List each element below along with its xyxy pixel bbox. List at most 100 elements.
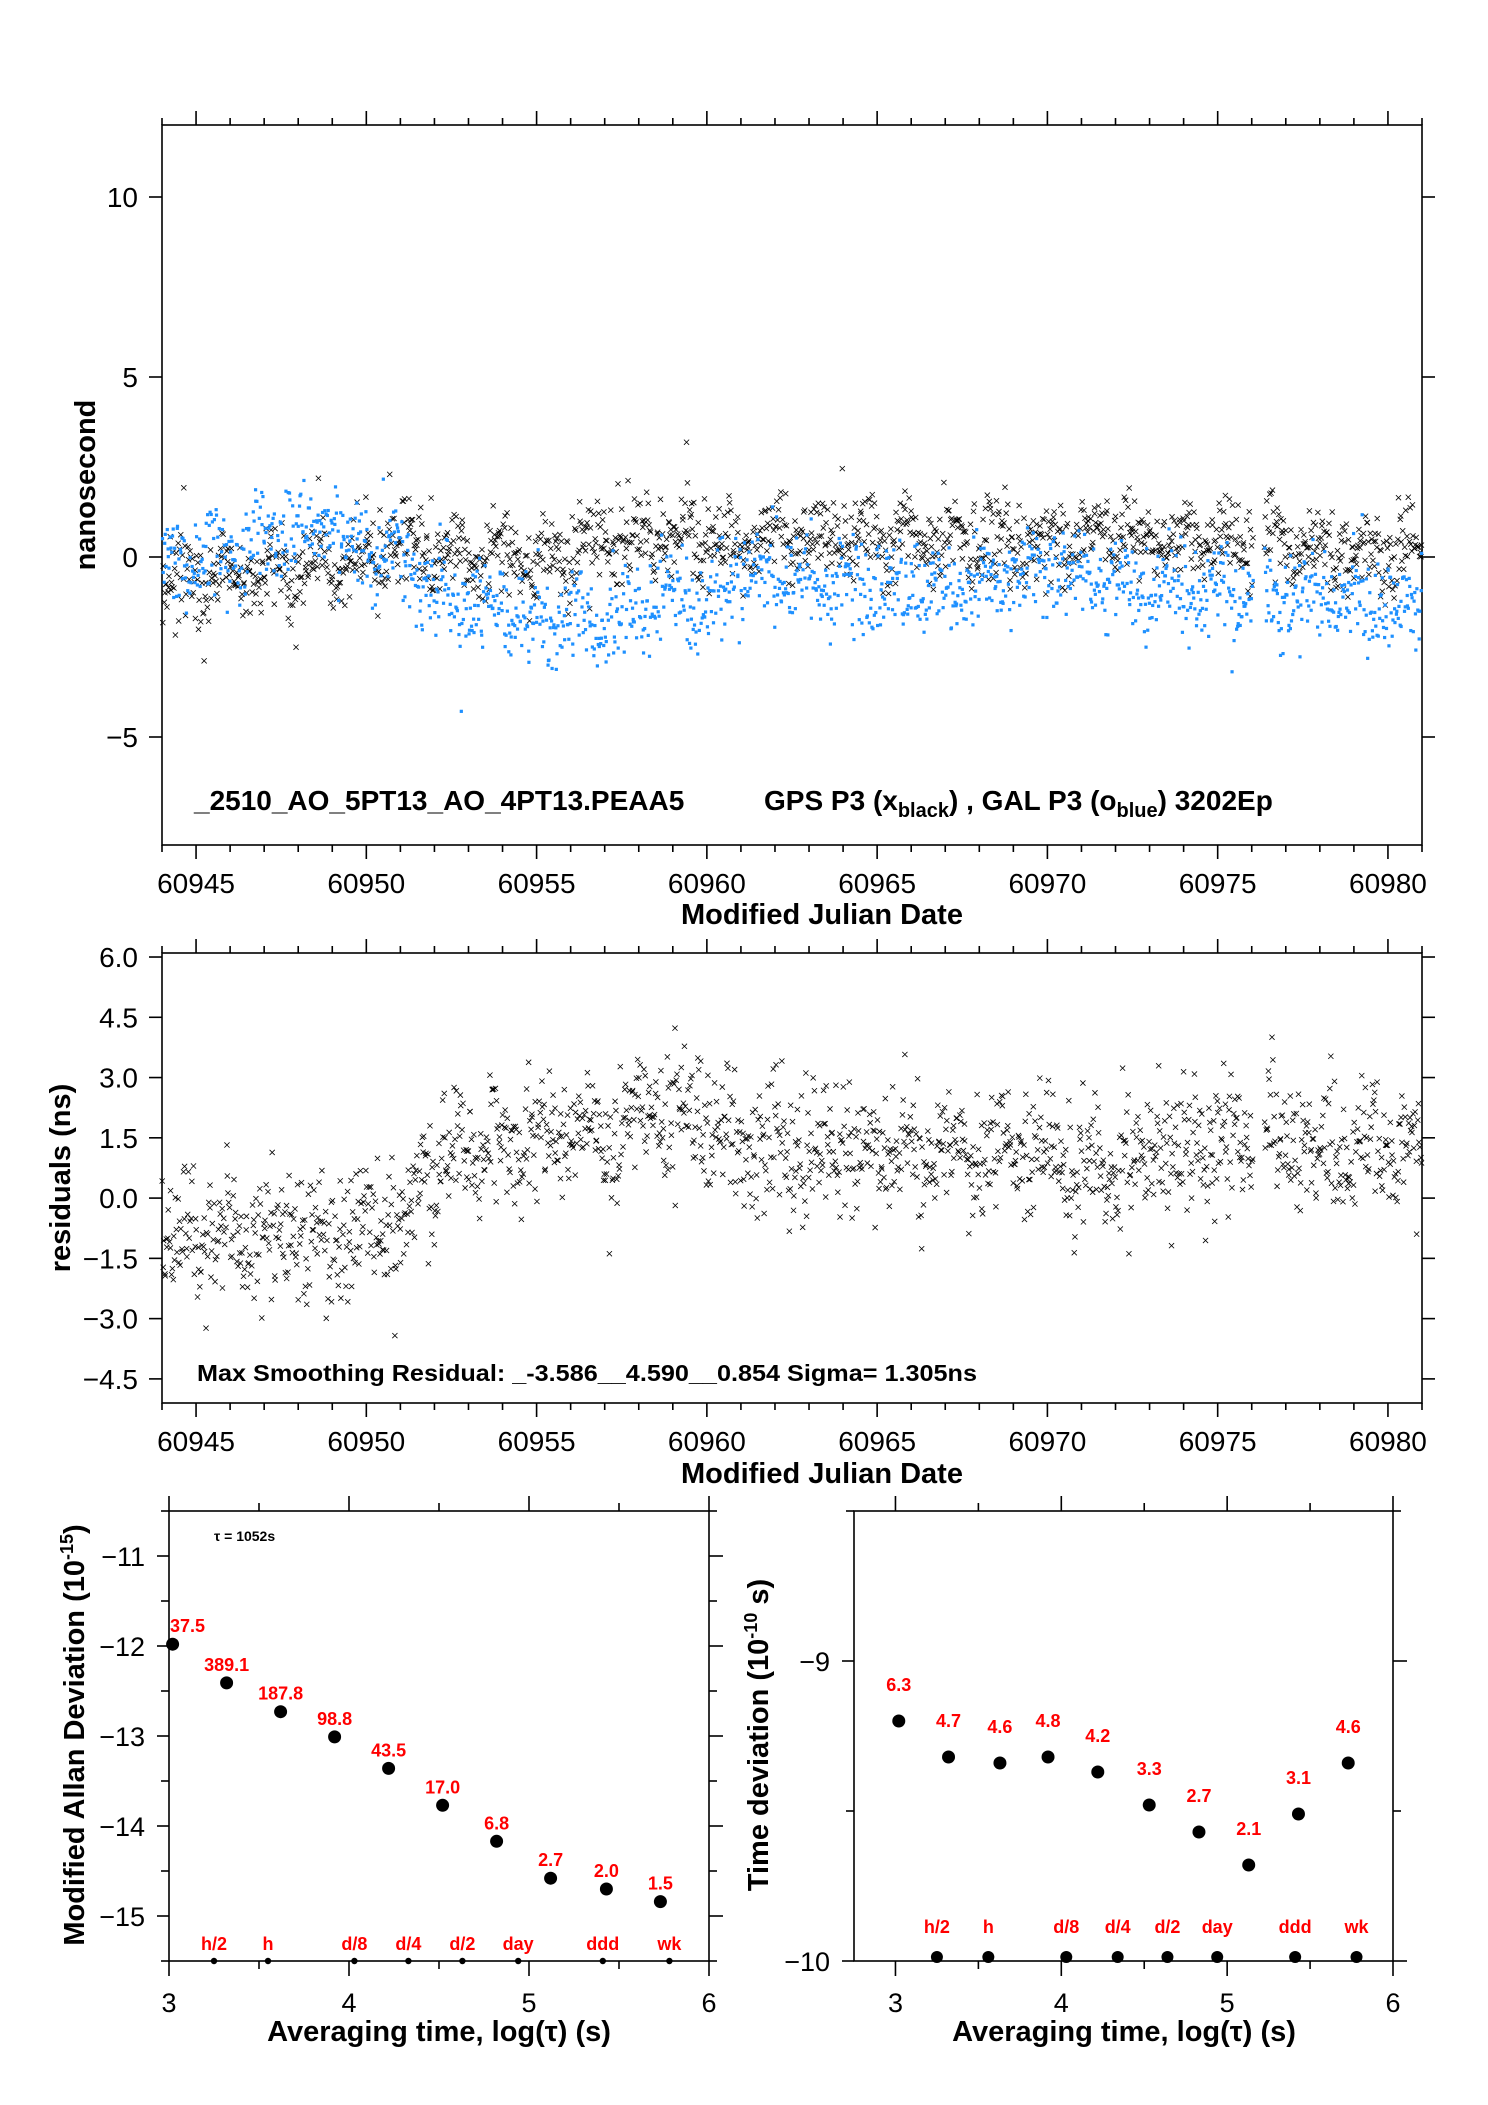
x-marker bbox=[275, 1235, 282, 1242]
dot-marker bbox=[383, 559, 387, 563]
x-marker bbox=[314, 1250, 321, 1257]
x-marker bbox=[299, 549, 306, 555]
dot-marker bbox=[312, 551, 317, 556]
x-marker bbox=[1129, 1164, 1135, 1171]
dot-marker bbox=[668, 583, 672, 587]
x-marker bbox=[417, 1141, 424, 1148]
x-marker bbox=[908, 1138, 915, 1145]
dot-marker bbox=[1177, 606, 1181, 610]
x-marker bbox=[1021, 515, 1027, 522]
dot-marker bbox=[845, 572, 849, 576]
x-marker bbox=[424, 1172, 431, 1178]
dot-marker bbox=[1394, 612, 1399, 616]
x-marker bbox=[442, 1167, 449, 1174]
x-marker bbox=[1292, 1157, 1298, 1164]
dot-marker bbox=[1103, 608, 1107, 612]
x-marker bbox=[587, 1128, 593, 1134]
x-marker bbox=[252, 573, 259, 580]
dot-marker bbox=[514, 606, 518, 610]
dot-marker bbox=[170, 550, 174, 554]
dot-marker bbox=[964, 617, 968, 621]
x-marker bbox=[665, 1166, 671, 1173]
dot-marker bbox=[366, 559, 370, 563]
x-marker bbox=[1267, 1091, 1274, 1098]
dot-marker bbox=[374, 572, 378, 576]
x-marker bbox=[622, 1081, 629, 1088]
dot-marker bbox=[167, 566, 171, 570]
dot-marker bbox=[612, 635, 616, 639]
x-marker bbox=[847, 1150, 854, 1157]
x-marker bbox=[946, 507, 952, 514]
x-marker bbox=[910, 530, 917, 537]
dot-marker bbox=[989, 565, 993, 569]
dot-marker bbox=[674, 622, 678, 627]
x-marker bbox=[613, 1176, 620, 1183]
x-marker bbox=[724, 533, 731, 540]
dot-marker bbox=[527, 649, 531, 653]
dot-marker bbox=[731, 587, 736, 591]
x-marker bbox=[757, 1113, 764, 1120]
x-marker bbox=[1216, 1105, 1223, 1112]
x-marker bbox=[735, 1117, 741, 1123]
dot-marker bbox=[995, 574, 999, 579]
x-marker bbox=[1242, 560, 1248, 567]
x-marker bbox=[1307, 1148, 1314, 1155]
x-marker bbox=[1128, 1204, 1135, 1211]
dot-marker bbox=[482, 599, 486, 603]
x-marker bbox=[1294, 543, 1301, 550]
legend-end: ) 3202Ep bbox=[1158, 785, 1273, 816]
x-marker bbox=[593, 540, 599, 546]
x-marker bbox=[628, 1104, 635, 1111]
x-marker bbox=[941, 479, 947, 486]
dot-marker bbox=[848, 567, 852, 571]
dot-marker bbox=[1285, 593, 1289, 597]
dot-marker bbox=[1210, 573, 1214, 577]
dot-marker bbox=[1081, 577, 1085, 581]
x-marker bbox=[379, 1231, 386, 1237]
dot-marker bbox=[1049, 546, 1053, 551]
x-marker bbox=[1381, 579, 1388, 586]
dot-marker bbox=[227, 539, 231, 544]
dot-marker bbox=[1137, 608, 1141, 613]
x-marker bbox=[453, 563, 459, 569]
x-marker bbox=[673, 1077, 680, 1084]
x-marker bbox=[654, 529, 661, 536]
x-marker bbox=[340, 1222, 347, 1229]
dot-marker bbox=[463, 582, 467, 586]
dot-marker bbox=[1312, 600, 1316, 604]
x-marker bbox=[722, 559, 729, 566]
x-marker bbox=[1168, 1242, 1175, 1249]
x-marker bbox=[863, 521, 870, 528]
x-marker bbox=[310, 566, 317, 573]
x-marker bbox=[824, 1141, 831, 1148]
dot-marker bbox=[1210, 566, 1215, 571]
x-marker bbox=[1353, 552, 1359, 559]
x-marker bbox=[975, 563, 981, 570]
x-marker bbox=[517, 589, 524, 596]
x-marker bbox=[491, 1180, 498, 1186]
dot-marker bbox=[906, 612, 910, 616]
dot-marker bbox=[1207, 634, 1211, 638]
dot-marker bbox=[377, 526, 381, 530]
x-marker bbox=[697, 1058, 704, 1064]
x-marker bbox=[822, 1194, 829, 1200]
dot-marker bbox=[663, 587, 667, 591]
dot-marker bbox=[1318, 633, 1322, 637]
dot-marker bbox=[927, 606, 931, 610]
dot-marker bbox=[1346, 609, 1350, 613]
x-marker bbox=[999, 1102, 1006, 1109]
x-marker bbox=[956, 516, 963, 522]
x-marker bbox=[546, 1068, 553, 1075]
dot-marker bbox=[225, 610, 229, 614]
x-marker bbox=[967, 521, 974, 528]
x-marker bbox=[1269, 530, 1276, 537]
x-marker bbox=[210, 580, 216, 586]
dot-marker bbox=[878, 606, 882, 610]
dot-marker bbox=[1413, 590, 1417, 595]
x-marker bbox=[541, 540, 548, 547]
x-marker bbox=[229, 1253, 235, 1260]
x-marker bbox=[1092, 519, 1099, 526]
dot-marker bbox=[1038, 551, 1043, 555]
dot-marker bbox=[997, 562, 1001, 567]
x-marker bbox=[301, 1216, 308, 1223]
